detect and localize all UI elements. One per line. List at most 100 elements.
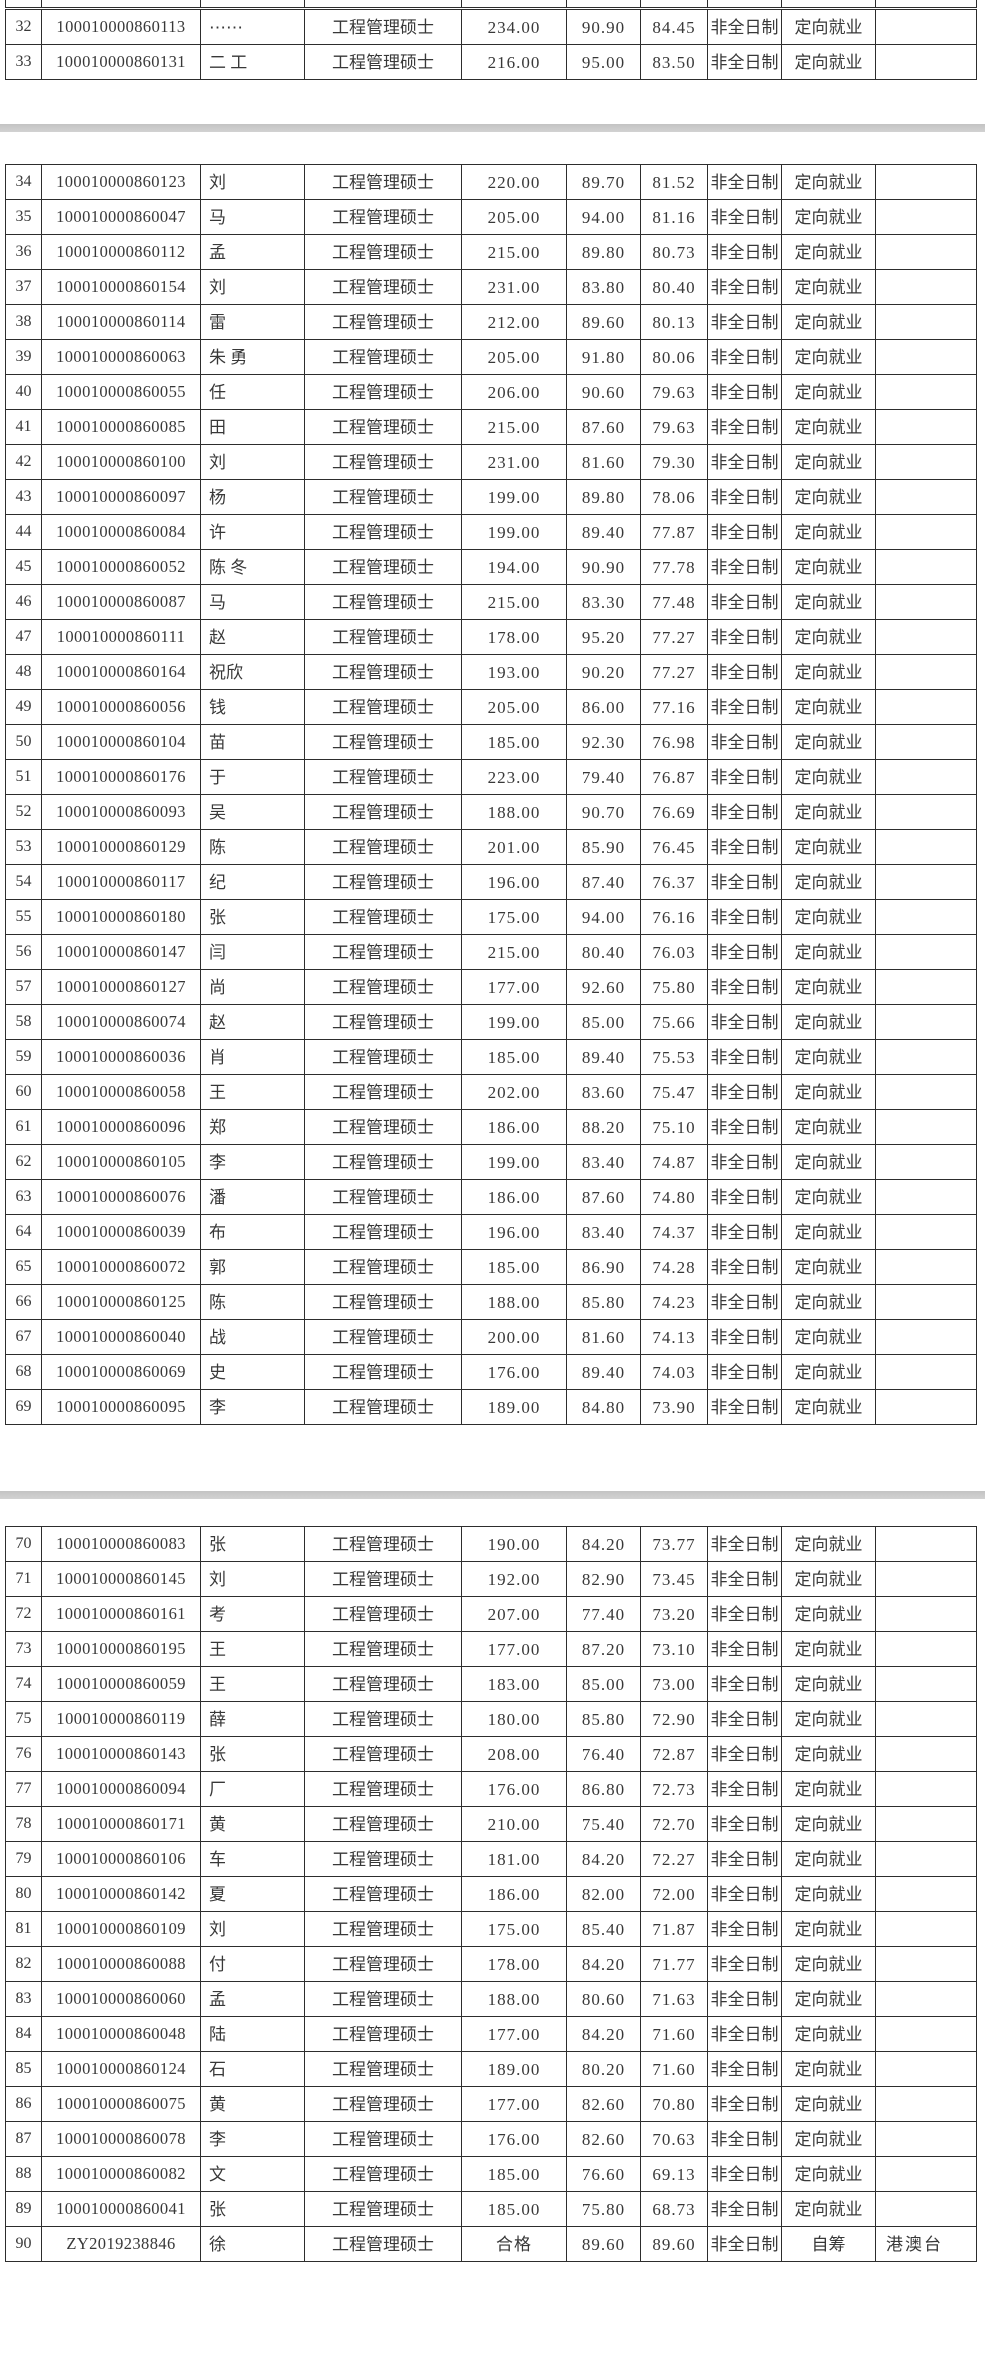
remark-cell xyxy=(875,759,977,795)
study-mode-cell: 非全日制 xyxy=(707,1981,782,2017)
employment-type-cell: 定向就业 xyxy=(781,339,876,375)
employment-type-cell: 定向就业 xyxy=(781,9,876,45)
remark-cell xyxy=(875,164,977,200)
candidate-id-cell: 100010000860056 xyxy=(41,689,201,725)
candidate-id-cell: 100010000860041 xyxy=(41,2191,201,2227)
study-mode-cell: 非全日制 xyxy=(707,1389,782,1425)
remark-cell xyxy=(875,1981,977,2017)
weighted-score-cell: 84.45 xyxy=(640,9,708,45)
weighted-score-cell: 72.73 xyxy=(640,1771,708,1807)
table-row: 59 100010000860036 肖工程管理硕士 185.00 89.40 75.53… xyxy=(5,1039,977,1075)
total-score-cell: 185.00 xyxy=(461,724,567,760)
table-row: 65 100010000860072 郭工程管理硕士 185.00 86.90 74.28… xyxy=(5,1249,977,1285)
total-score-cell: 206.00 xyxy=(461,374,567,410)
name-cell: 刘 xyxy=(200,269,305,305)
table-row: 73 100010000860195 王工程管理硕士 177.00 87.20 73.10… xyxy=(5,1631,977,1667)
name-cell: 陆 xyxy=(200,2016,305,2052)
total-score-cell: 193.00 xyxy=(461,654,567,690)
table-row: 63 100010000860076 潘工程管理硕士 186.00 87.60 74.80… xyxy=(5,1179,977,1215)
employment-type-cell: 定向就业 xyxy=(781,1389,876,1425)
weighted-score-cell: 77.27 xyxy=(640,654,708,690)
weighted-score-cell: 72.70 xyxy=(640,1806,708,1842)
employment-type-cell: 定向就业 xyxy=(781,1666,876,1702)
program-cell: 工程管理硕士 xyxy=(304,2191,462,2227)
total-score-cell: 212.00 xyxy=(461,304,567,340)
candidate-id-cell: 100010000860119 xyxy=(41,1701,201,1737)
study-mode-cell: 非全日制 xyxy=(707,584,782,620)
weighted-score-cell: 76.87 xyxy=(640,759,708,795)
employment-type-cell: 定向就业 xyxy=(781,584,876,620)
study-mode-cell: 非全日制 xyxy=(707,2016,782,2052)
second-score-cell: 83.80 xyxy=(566,269,641,305)
second-score-cell: 82.60 xyxy=(566,2121,641,2157)
employment-type-cell: 定向就业 xyxy=(781,759,876,795)
table-row: 58 100010000860074 赵工程管理硕士 199.00 85.00 75.66… xyxy=(5,1004,977,1040)
study-mode-cell: 非全日制 xyxy=(707,1946,782,1982)
total-score-cell: 185.00 xyxy=(461,1039,567,1075)
employment-type-cell: 定向就业 xyxy=(781,1004,876,1040)
weighted-score-cell: 74.80 xyxy=(640,1179,708,1215)
rank-cell: 37 xyxy=(5,269,42,305)
table-row: 83 100010000860060 孟工程管理硕士 188.00 80.60 71.63… xyxy=(5,1981,977,2017)
second-score-cell: 86.00 xyxy=(566,689,641,725)
candidate-id-cell: 100010000860142 xyxy=(41,1876,201,1912)
rank-cell: 35 xyxy=(5,199,42,235)
employment-type-cell: 定向就业 xyxy=(781,829,876,865)
employment-type-cell: 定向就业 xyxy=(781,1354,876,1390)
study-mode-cell: 非全日制 xyxy=(707,1771,782,1807)
study-mode-cell: 非全日制 xyxy=(707,1666,782,1702)
table-row: 88 100010000860082 文工程管理硕士 185.00 76.60 69.13… xyxy=(5,2156,977,2192)
table-row: 40 100010000860055 任工程管理硕士 206.00 90.60 79.63… xyxy=(5,374,977,410)
program-cell: 工程管理硕士 xyxy=(304,199,462,235)
candidate-id-cell: 100010000860047 xyxy=(41,199,201,235)
second-score-cell: 89.60 xyxy=(566,304,641,340)
remark-cell xyxy=(875,1144,977,1180)
remark-cell xyxy=(875,724,977,760)
name-cell: 黄 xyxy=(200,1806,305,1842)
program-cell: 工程管理硕士 xyxy=(304,584,462,620)
study-mode-cell: 非全日制 xyxy=(707,1249,782,1285)
name-cell: 付 xyxy=(200,1946,305,1982)
remark-cell xyxy=(875,794,977,830)
total-score-cell: 181.00 xyxy=(461,1841,567,1877)
study-mode-cell: 非全日制 xyxy=(707,1596,782,1632)
page-margin xyxy=(0,1425,985,1491)
rank-cell: 74 xyxy=(5,1666,42,1702)
study-mode-cell: 非全日制 xyxy=(707,339,782,375)
name-cell: 赵 xyxy=(200,1004,305,1040)
total-score-cell: 231.00 xyxy=(461,269,567,305)
employment-type-cell: 定向就业 xyxy=(781,1981,876,2017)
name-cell: 考 xyxy=(200,1596,305,1632)
employment-type-cell: 定向就业 xyxy=(781,1214,876,1250)
second-score-cell: 89.60 xyxy=(566,2226,641,2262)
total-score-cell: 175.00 xyxy=(461,1911,567,1947)
remark-cell xyxy=(875,654,977,690)
total-score-cell: 176.00 xyxy=(461,1771,567,1807)
rank-cell xyxy=(5,0,42,8)
weighted-score-cell: 89.60 xyxy=(640,2226,708,2262)
weighted-score-cell: 76.69 xyxy=(640,794,708,830)
program-cell: 工程管理硕士 xyxy=(304,1109,462,1145)
second-score-cell: 84.20 xyxy=(566,2016,641,2052)
table-row: 36 100010000860112 孟工程管理硕士 215.00 89.80 80.73… xyxy=(5,234,977,270)
second-score-cell: 77.40 xyxy=(566,1596,641,1632)
rank-cell: 79 xyxy=(5,1841,42,1877)
weighted-score-cell: 73.10 xyxy=(640,1631,708,1667)
weighted-score-cell: 72.90 xyxy=(640,1701,708,1737)
remark-cell xyxy=(875,1319,977,1355)
name-cell: 钱 xyxy=(200,689,305,725)
name-cell: 潘 xyxy=(200,1179,305,1215)
name-cell: 于 xyxy=(200,759,305,795)
rank-cell: 76 xyxy=(5,1736,42,1772)
rank-cell: 60 xyxy=(5,1074,42,1110)
name-cell: 徐 xyxy=(200,2226,305,2262)
table-row: 74 100010000860059 王工程管理硕士 183.00 85.00 73.00… xyxy=(5,1666,977,1702)
candidate-id-cell: 100010000860087 xyxy=(41,584,201,620)
weighted-score-cell: 75.66 xyxy=(640,1004,708,1040)
program-cell: 工程管理硕士 xyxy=(304,1701,462,1737)
weighted-score-cell: 73.77 xyxy=(640,1526,708,1562)
remark-cell: 港澳台 xyxy=(875,2226,977,2262)
name-cell: 车 xyxy=(200,1841,305,1877)
employment-type-cell: 定向就业 xyxy=(781,689,876,725)
rank-cell: 66 xyxy=(5,1284,42,1320)
